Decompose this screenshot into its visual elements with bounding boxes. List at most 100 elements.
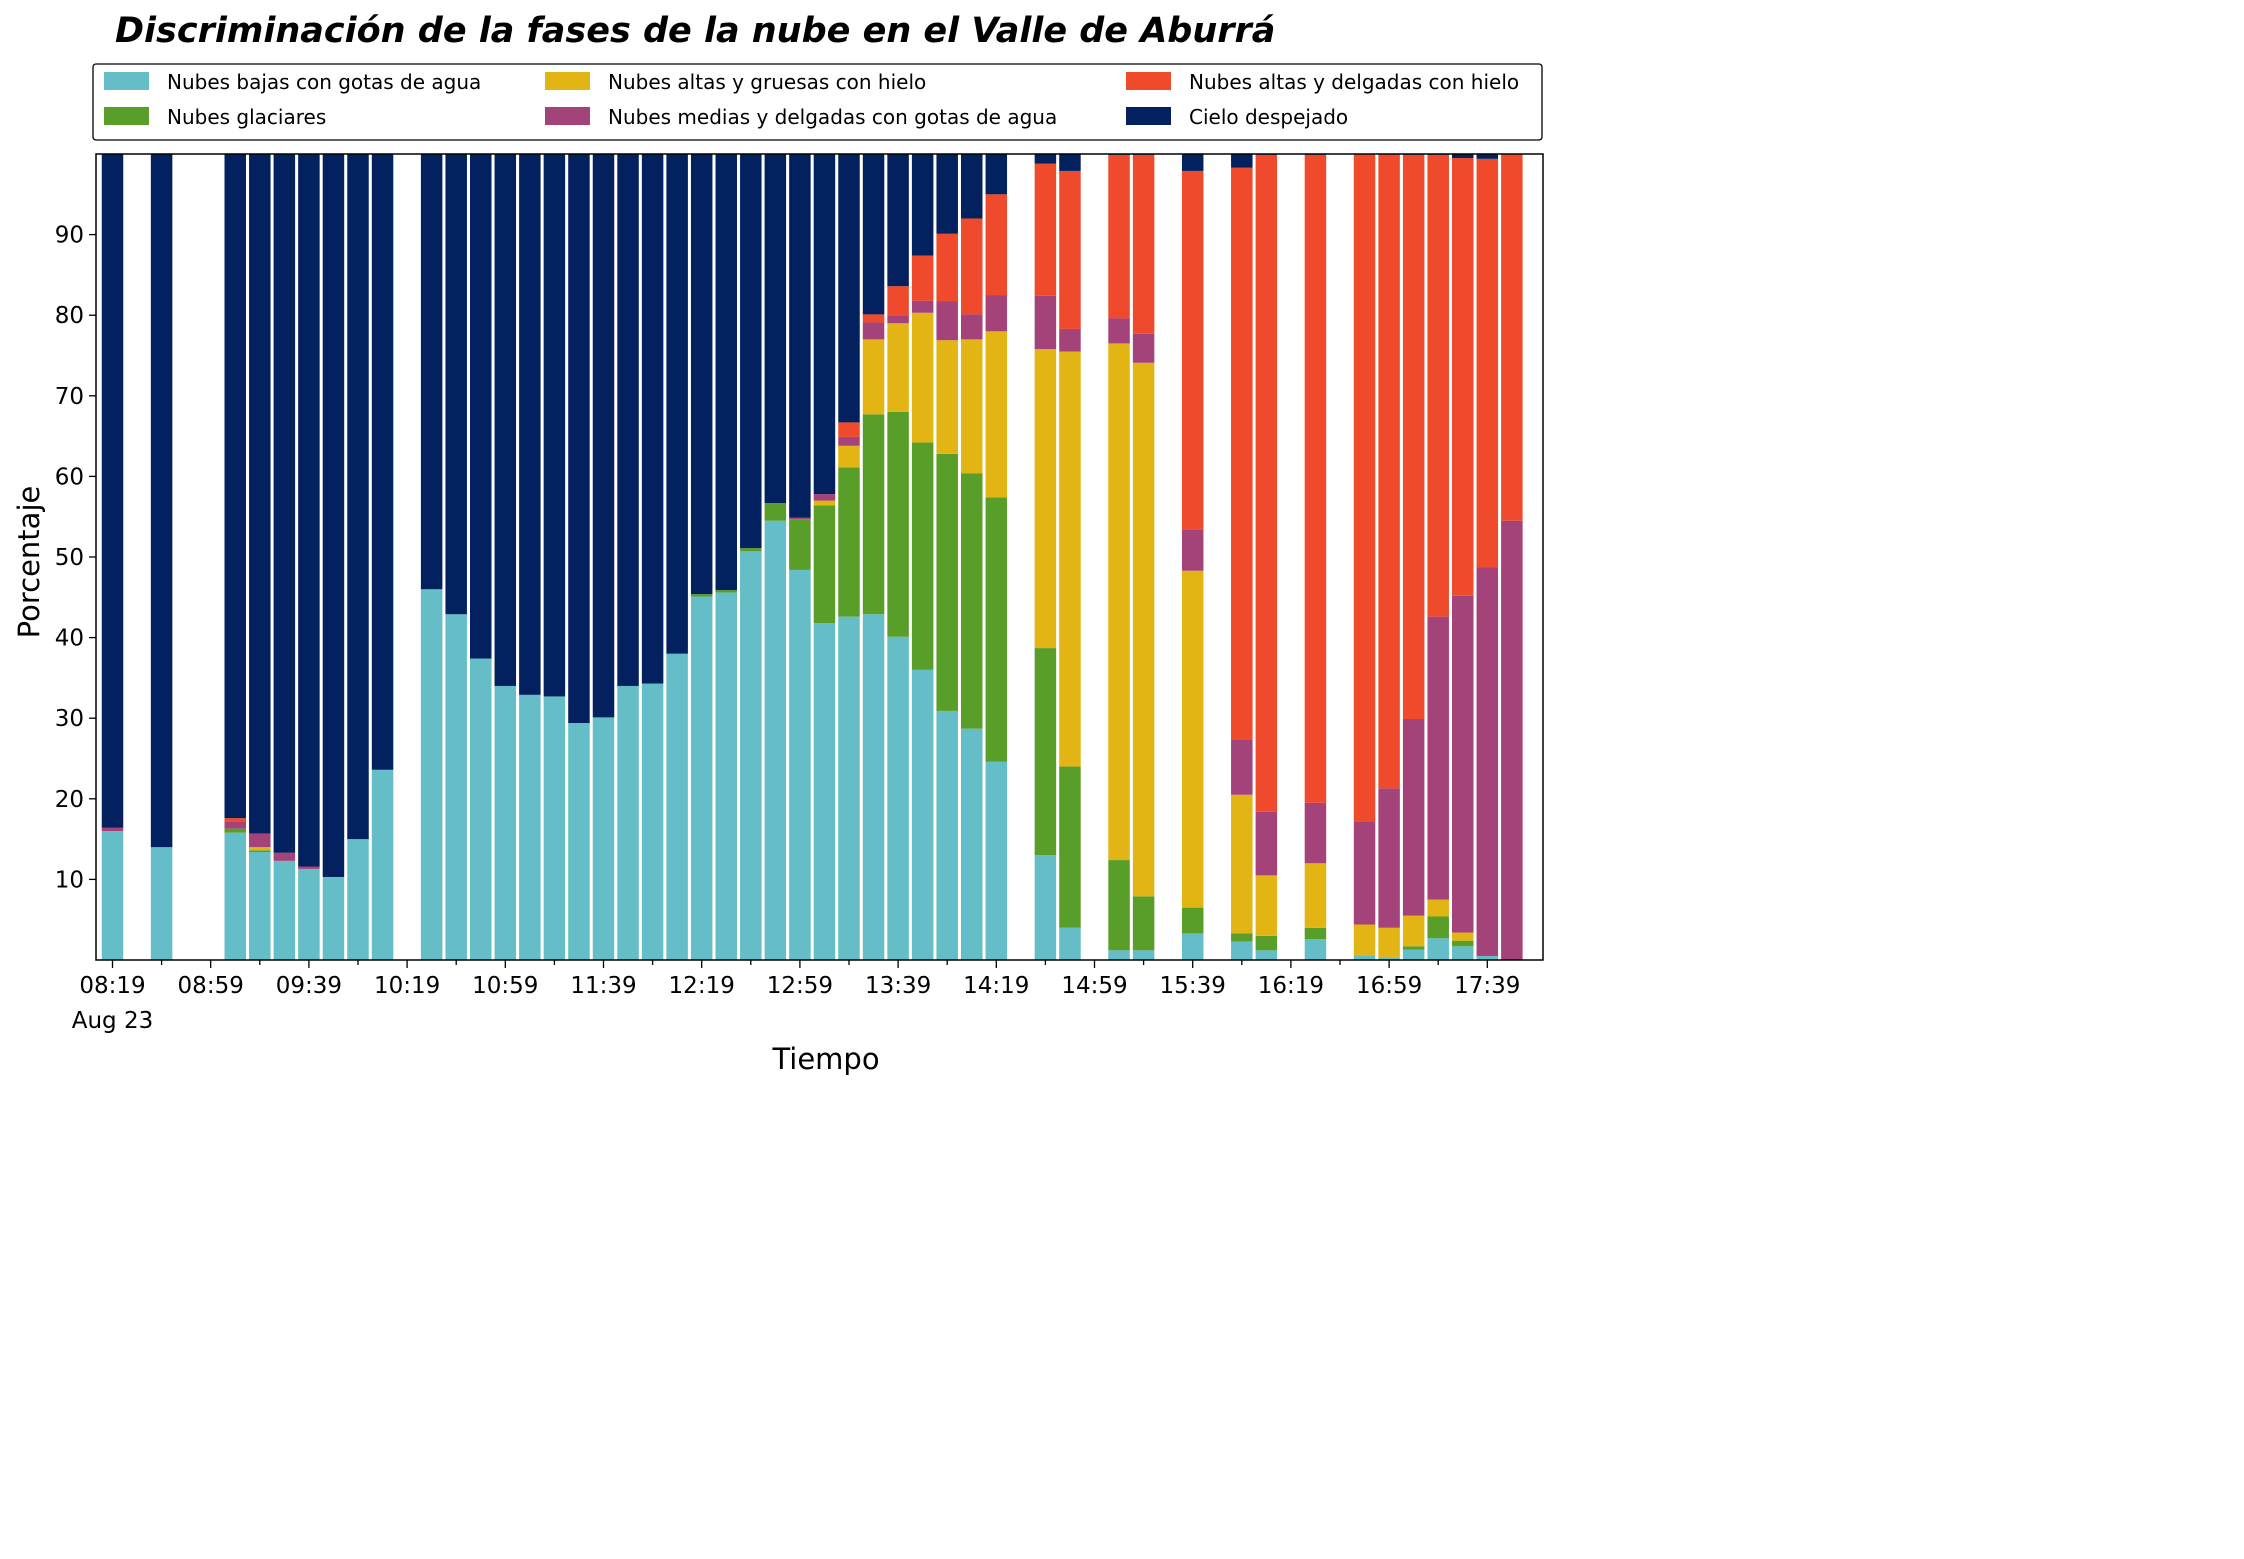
bar-segment-s1-30 [838, 467, 860, 617]
bar-segment-s0-23 [666, 653, 688, 960]
bar-segment-s2-42 [1132, 362, 1155, 897]
bar-segment-s5-0 [101, 154, 124, 828]
bar-segment-s1-25 [715, 590, 737, 593]
bar-segment-s0-32 [887, 636, 909, 960]
bar-segment-s0-27 [764, 520, 787, 960]
bar-segment-s3-35 [961, 314, 983, 340]
bar-segment-s0-21 [617, 685, 639, 960]
bar-segment-s3-30 [838, 436, 860, 446]
bar-segment-s5-16 [494, 154, 517, 686]
bar-segment-s4-42 [1132, 154, 1155, 334]
bar-segment-s0-55 [1452, 946, 1474, 960]
bar-segment-s5-25 [715, 154, 737, 591]
bar-segment-s3-0 [101, 827, 124, 832]
bar-segment-s0-7 [273, 860, 296, 960]
cloud-phase-chart: Discriminación de la fases de la nube en… [12, 11, 1544, 1076]
bar-segment-s4-55 [1452, 158, 1474, 596]
bar-segment-s5-23 [666, 154, 688, 654]
bar-segment-s5-11 [371, 154, 394, 770]
x-tick-label-2: 09:39 [276, 973, 342, 999]
bar-segment-s5-10 [347, 154, 369, 840]
legend-swatch-0 [104, 72, 149, 90]
bar-segment-s5-46 [1231, 154, 1253, 168]
bar-segment-s5-7 [273, 154, 296, 853]
bar-segment-s5-29 [813, 154, 836, 495]
bar-segment-s2-41 [1108, 343, 1130, 861]
legend-label-0: Nubes bajas con gotas de agua [167, 70, 481, 94]
bar-segment-s5-13 [420, 154, 443, 590]
x-tick-label-4: 10:59 [472, 973, 538, 999]
bar-segment-s0-18 [543, 696, 566, 960]
bar-segment-s5-20 [592, 154, 615, 718]
x-tick-label-7: 12:59 [767, 973, 833, 999]
bar-segment-s0-9 [322, 876, 345, 960]
bar-segment-s2-54 [1427, 899, 1449, 917]
bar-segment-s4-47 [1255, 154, 1278, 812]
legend-label-3: Nubes medias y delgadas con gotas de agu… [608, 105, 1057, 129]
bar-segment-s4-32 [887, 286, 909, 316]
legend-swatch-3 [545, 107, 590, 125]
bar-segment-s2-38 [1034, 349, 1057, 649]
bar-segment-s5-21 [617, 154, 639, 686]
y-tick-label-6: 70 [55, 384, 84, 410]
bar-segment-s0-11 [371, 769, 394, 960]
x-tick-label-10: 14:59 [1061, 973, 1127, 999]
x-tick-label-1: 08:59 [178, 973, 244, 999]
bar-segment-s1-54 [1427, 916, 1449, 939]
bar-segment-s3-49 [1304, 802, 1327, 864]
bar-segment-s0-13 [420, 589, 443, 960]
bar-segment-s0-14 [445, 614, 467, 960]
bars-group [101, 154, 1523, 960]
bar-segment-s4-56 [1476, 158, 1499, 568]
y-axis-label: Porcentaje [12, 486, 46, 639]
bar-segment-s3-54 [1427, 616, 1449, 900]
bar-segment-s4-46 [1231, 167, 1253, 740]
x-tick-label-5: 11:39 [570, 973, 636, 999]
bar-segment-s1-28 [789, 519, 811, 570]
bar-segment-s1-42 [1132, 896, 1155, 951]
x-tick-label-12: 16:19 [1258, 973, 1324, 999]
bar-segment-s4-34 [936, 233, 958, 302]
bar-segment-s5-17 [519, 154, 541, 695]
x-tick-label-9: 14:19 [963, 973, 1029, 999]
bar-segment-s2-51 [1353, 924, 1376, 956]
bar-segment-s4-39 [1059, 170, 1081, 329]
bar-segment-s5-24 [690, 154, 713, 595]
x-tick-label-13: 16:59 [1356, 973, 1422, 999]
bar-segment-s5-35 [961, 154, 983, 219]
bar-segment-s0-41 [1108, 950, 1130, 960]
bar-segment-s3-7 [273, 852, 296, 861]
bar-segment-s2-31 [862, 339, 885, 415]
bar-segment-s0-2 [150, 847, 173, 960]
legend-swatch-1 [104, 107, 149, 125]
bar-segment-s1-6 [249, 850, 271, 852]
bar-segment-s0-5 [224, 832, 246, 960]
y-tick-label-1: 20 [55, 787, 84, 813]
bar-segment-s5-30 [838, 154, 860, 423]
bar-segment-s0-52 [1378, 957, 1400, 960]
bar-segment-s2-35 [961, 339, 983, 474]
y-axis: 10 20 30 40 50 60 70 80 90 [55, 223, 96, 893]
bar-segment-s0-44 [1181, 933, 1204, 960]
bar-segment-s5-15 [470, 154, 492, 659]
bar-segment-s0-49 [1304, 939, 1327, 960]
bar-segment-s1-36 [985, 497, 1008, 762]
bar-segment-s5-56 [1476, 154, 1499, 159]
bar-segment-s1-5 [224, 828, 246, 833]
bar-segment-s5-6 [249, 154, 271, 834]
bar-segment-s0-33 [911, 669, 934, 960]
bar-segment-s1-46 [1231, 933, 1253, 942]
bar-segment-s0-51 [1353, 955, 1376, 960]
bar-segment-s2-32 [887, 323, 909, 412]
bar-segment-s3-31 [862, 322, 885, 340]
bar-segment-s5-31 [862, 154, 885, 315]
bar-segment-s1-26 [740, 548, 762, 552]
bar-segment-s3-52 [1378, 788, 1400, 928]
bar-segment-s0-8 [298, 868, 320, 960]
bar-segment-s5-27 [764, 154, 787, 503]
bar-segment-s4-31 [862, 314, 885, 323]
bar-segment-s0-0 [101, 831, 124, 960]
bar-segment-s5-44 [1181, 154, 1204, 171]
bar-segment-s0-26 [740, 551, 762, 960]
bar-segment-s4-53 [1402, 154, 1425, 720]
